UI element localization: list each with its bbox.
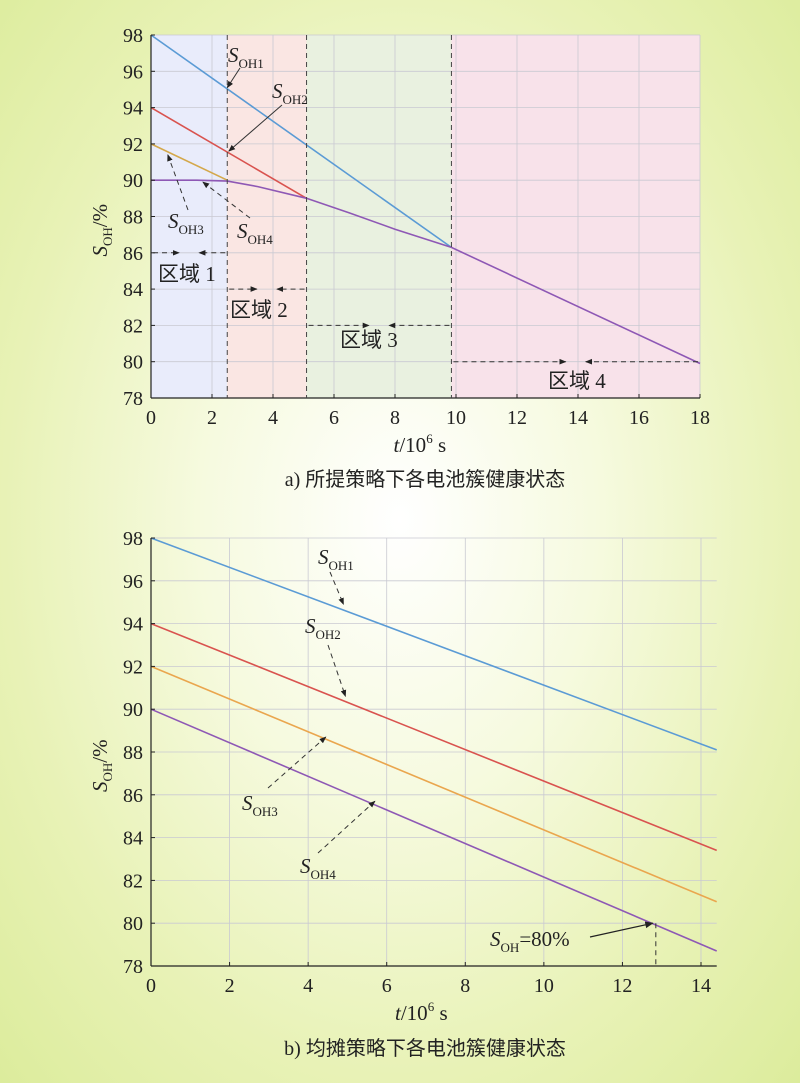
x-tick-label: 4 <box>268 407 278 429</box>
x-tick-label: 10 <box>534 975 554 997</box>
label-soh3: SOH3 <box>168 209 204 237</box>
x-tick-label: 12 <box>507 407 527 429</box>
series-line-soh2 <box>150 106 307 199</box>
y-tick-label: 94 <box>123 614 143 636</box>
y-tick-label: 98 <box>123 25 143 47</box>
series-line-soh1 <box>150 537 717 751</box>
y-tick-label: 78 <box>123 956 143 978</box>
x-tick-label: 0 <box>146 975 156 997</box>
x-tick-label: 14 <box>691 975 711 997</box>
x-tick-label: 16 <box>629 407 649 429</box>
y-tick-label: 92 <box>123 656 143 678</box>
leader-soh4 <box>202 181 251 219</box>
y-tick-label: 90 <box>123 170 143 192</box>
y-tick-label: 82 <box>123 315 143 337</box>
leader-soh2 <box>228 104 283 152</box>
label-soh4: SOH4 <box>300 854 336 882</box>
series-line-soh3 <box>150 143 228 181</box>
chart-b: 78 80 82 84 86 88 90 92 94 96 98 0 2 4 6 8 10 12 14 t/106 s… <box>88 528 718 1060</box>
leader-soh2 <box>327 644 347 698</box>
series-line-soh2 <box>150 622 717 852</box>
x-tick-label: 18 <box>690 407 710 429</box>
x-axis-label: t/106 s <box>394 431 447 457</box>
label-soh4: SOH4 <box>237 219 273 247</box>
leader-soh1 <box>226 67 241 89</box>
x-tick-label: 2 <box>207 407 217 429</box>
x-tick-label: 14 <box>568 407 588 429</box>
series-line-soh4 <box>150 708 718 952</box>
leader-soh4 <box>317 800 376 854</box>
label-soh2: SOH2 <box>305 614 341 642</box>
x-tick-label: 6 <box>329 407 339 429</box>
x-tick-label: 6 <box>382 975 392 997</box>
y-tick-label: 96 <box>123 61 143 83</box>
leader-soh3 <box>167 154 189 211</box>
y-tick-label: 82 <box>123 870 143 892</box>
annotation-soh-80: SOH=80% <box>490 927 570 955</box>
chart-caption: b) 均摊策略下各电池簇健康状态 <box>284 1037 566 1060</box>
label-soh3: SOH3 <box>242 791 278 819</box>
y-tick-label: 86 <box>123 785 143 807</box>
y-tick-label: 84 <box>123 279 143 301</box>
y-axis-label: SOH/% <box>88 739 115 792</box>
region-label-2: 区域 2 <box>230 298 288 322</box>
chart-caption: a) 所提策略下各电池簇健康状态 <box>285 468 566 491</box>
x-tick-label: 4 <box>303 975 313 997</box>
series-line-soh3 <box>150 665 718 903</box>
x-tick-label: 2 <box>225 975 235 997</box>
region-label-3: 区域 3 <box>340 328 398 352</box>
label-soh1: SOH1 <box>318 545 354 573</box>
x-tick-label: 12 <box>612 975 632 997</box>
annotation-arrow <box>589 921 654 938</box>
y-tick-label: 84 <box>123 828 143 850</box>
y-tick-label: 88 <box>123 742 143 764</box>
y-tick-label: 88 <box>123 207 143 229</box>
y-tick-label: 94 <box>123 98 143 120</box>
chart-a: 78 80 82 84 86 88 90 92 94 96 98 0 2 4 6 8 10 12 14 16 18 t/1… <box>88 25 710 491</box>
x-axis-label: t/106 s <box>395 999 448 1025</box>
y-tick-label: 98 <box>123 528 143 550</box>
label-soh1: SOH1 <box>228 43 264 71</box>
y-tick-label: 90 <box>123 699 143 721</box>
x-tick-label: 8 <box>460 975 470 997</box>
y-tick-label: 80 <box>123 352 143 374</box>
x-tick-label: 0 <box>146 407 156 429</box>
label-soh2: SOH2 <box>272 79 308 107</box>
leader-soh1 <box>329 571 344 605</box>
region-label-4: 区域 4 <box>548 369 606 393</box>
x-tick-label: 10 <box>446 407 466 429</box>
leader-soh3 <box>267 736 327 789</box>
y-tick-label: 80 <box>123 913 143 935</box>
y-tick-label: 86 <box>123 243 143 265</box>
y-tick-label: 78 <box>123 388 143 410</box>
series-line-soh1 <box>150 34 452 249</box>
region-label-1: 区域 1 <box>158 262 216 286</box>
y-tick-label: 96 <box>123 571 143 593</box>
x-tick-label: 8 <box>390 407 400 429</box>
y-tick-label: 92 <box>123 134 143 156</box>
y-axis-label: SOH/% <box>88 204 115 257</box>
